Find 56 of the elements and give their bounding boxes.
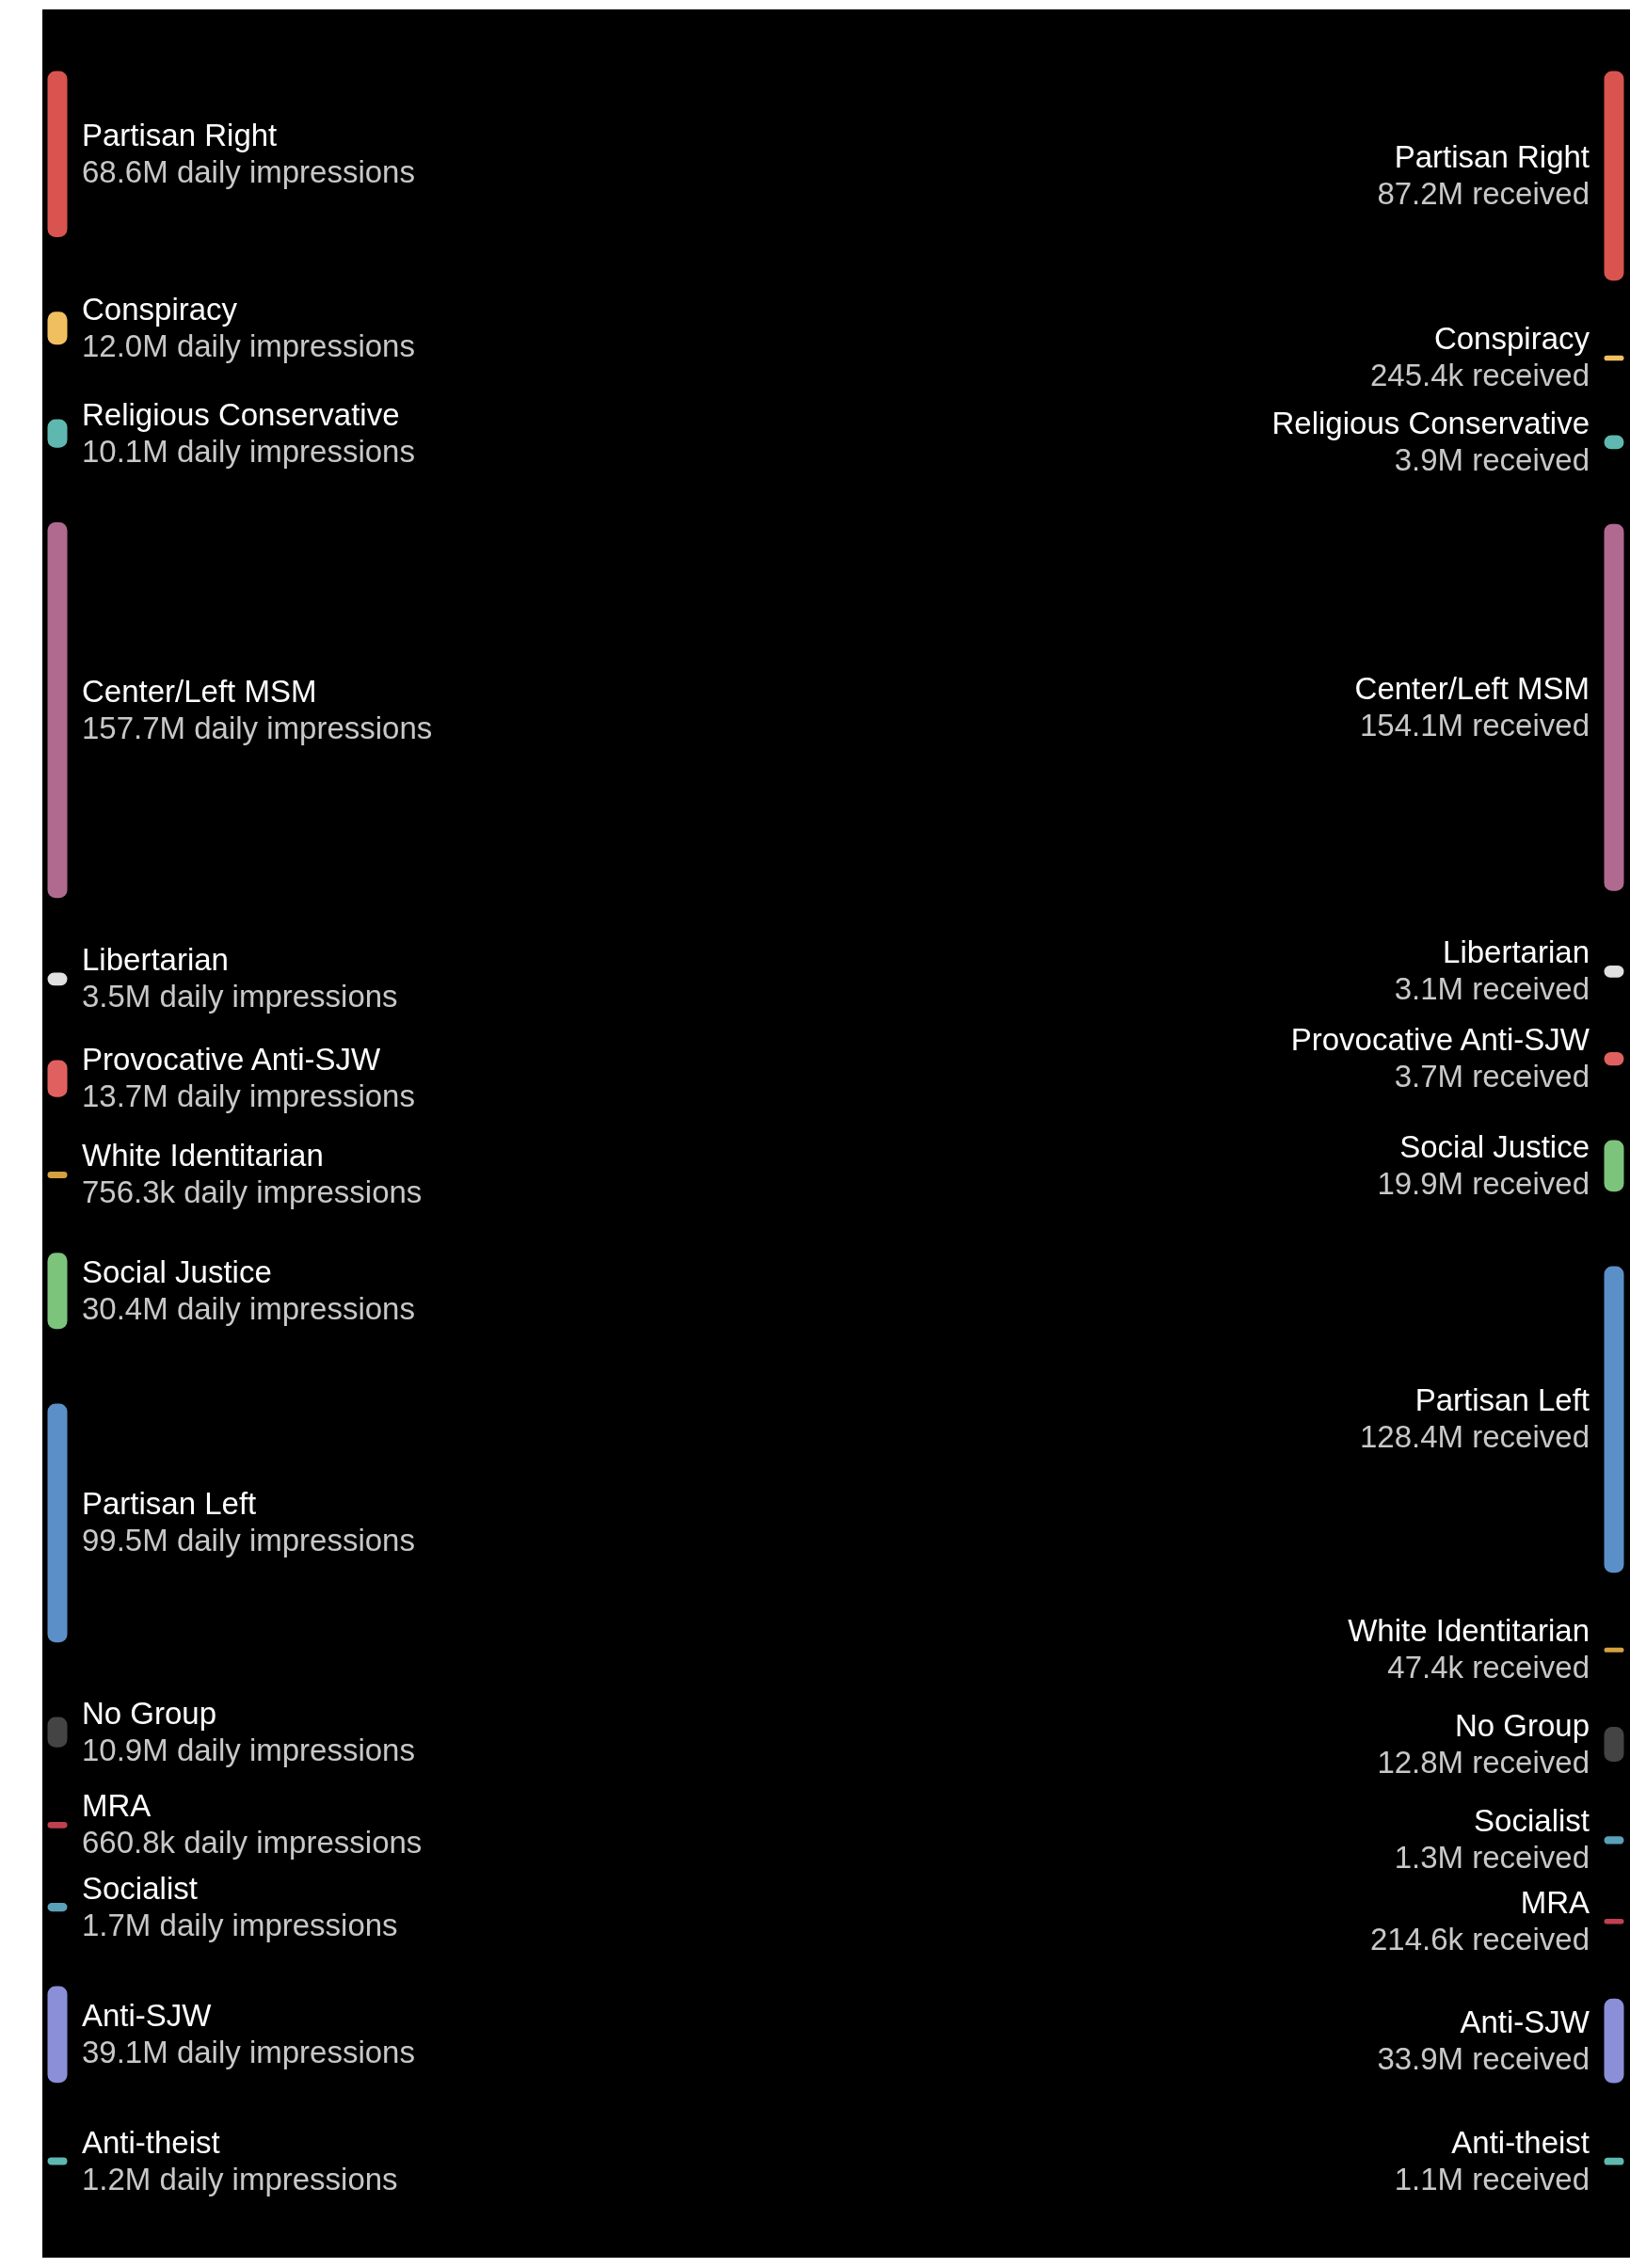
data-label: 3.9M received	[1394, 441, 1590, 477]
category-label: Anti-theist	[1451, 2124, 1590, 2160]
category-label: Libertarian	[82, 942, 229, 978]
category-label: Anti-SJW	[1460, 2004, 1590, 2039]
data-label: 157.7M daily impressions	[82, 710, 433, 745]
category-label: Socialist	[1474, 1803, 1590, 1839]
data-label: 3.1M received	[1394, 971, 1590, 1007]
category-label: Social Justice	[1399, 1128, 1590, 1164]
category-label: Partisan Right	[82, 117, 278, 152]
data-label: 10.9M daily impressions	[82, 1732, 415, 1767]
data-label: 39.1M daily impressions	[82, 2034, 415, 2069]
data-label: 68.6M daily impressions	[82, 153, 415, 189]
category-label: Provocative Anti-SJW	[82, 1042, 382, 1078]
data-label: 154.1M received	[1360, 707, 1590, 743]
data-label: 1.2M daily impressions	[82, 2161, 398, 2196]
data-label: 128.4M received	[1360, 1419, 1590, 1455]
data-label: 12.0M daily impressions	[82, 327, 415, 363]
category-label: Social Justice	[82, 1254, 272, 1289]
category-label: Anti-theist	[82, 2124, 220, 2160]
category-label: Religious Conservative	[82, 396, 400, 432]
category-label: Provocative Anti-SJW	[1290, 1022, 1590, 1058]
data-label: 12.8M received	[1377, 1744, 1590, 1780]
category-label: Conspiracy	[1433, 321, 1590, 357]
data-label: 47.4k received	[1387, 1650, 1590, 1685]
category-label: MRA	[82, 1788, 152, 1824]
category-label: Partisan Left	[1414, 1382, 1590, 1418]
category-label: Conspiracy	[82, 291, 238, 327]
category-label: Anti-SJW	[82, 1997, 213, 2033]
category-label: Center/Left MSM	[1354, 670, 1590, 706]
category-label: Religious Conservative	[1271, 405, 1590, 440]
data-label: 3.5M daily impressions	[82, 979, 398, 1014]
category-label: Socialist	[82, 1870, 198, 1906]
category-label: Center/Left MSM	[82, 673, 317, 709]
data-label: 1.7M daily impressions	[82, 1907, 398, 1942]
category-label: No Group	[1454, 1707, 1590, 1743]
data-label: 33.9M received	[1377, 2040, 1590, 2076]
data-label: 99.5M daily impressions	[82, 1523, 415, 1558]
data-label: 30.4M daily impressions	[82, 1290, 415, 1326]
category-label: MRA	[1520, 1884, 1590, 1920]
data-label: 1.1M received	[1394, 2161, 1590, 2196]
category-label: White Identitarian	[1348, 1613, 1590, 1649]
data-label: 245.4k received	[1370, 358, 1590, 393]
data-label: 19.9M received	[1377, 1165, 1590, 1201]
category-label: Libertarian	[1443, 934, 1590, 970]
data-label: 87.2M received	[1377, 175, 1590, 211]
data-label: 756.3k daily impressions	[82, 1174, 423, 1210]
data-label: 1.3M received	[1394, 1840, 1590, 1876]
data-label: 10.1M daily impressions	[82, 433, 415, 469]
category-label: Partisan Right	[1394, 138, 1590, 174]
category-label: White Identitarian	[82, 1138, 324, 1174]
data-label: 3.7M received	[1394, 1059, 1590, 1094]
category-label: Partisan Left	[82, 1486, 257, 1522]
data-label: 660.8k daily impressions	[82, 1825, 423, 1861]
data-label: 13.7M daily impressions	[82, 1078, 415, 1114]
data-label: 214.6k received	[1370, 1921, 1590, 1957]
category-label: No Group	[82, 1695, 217, 1731]
